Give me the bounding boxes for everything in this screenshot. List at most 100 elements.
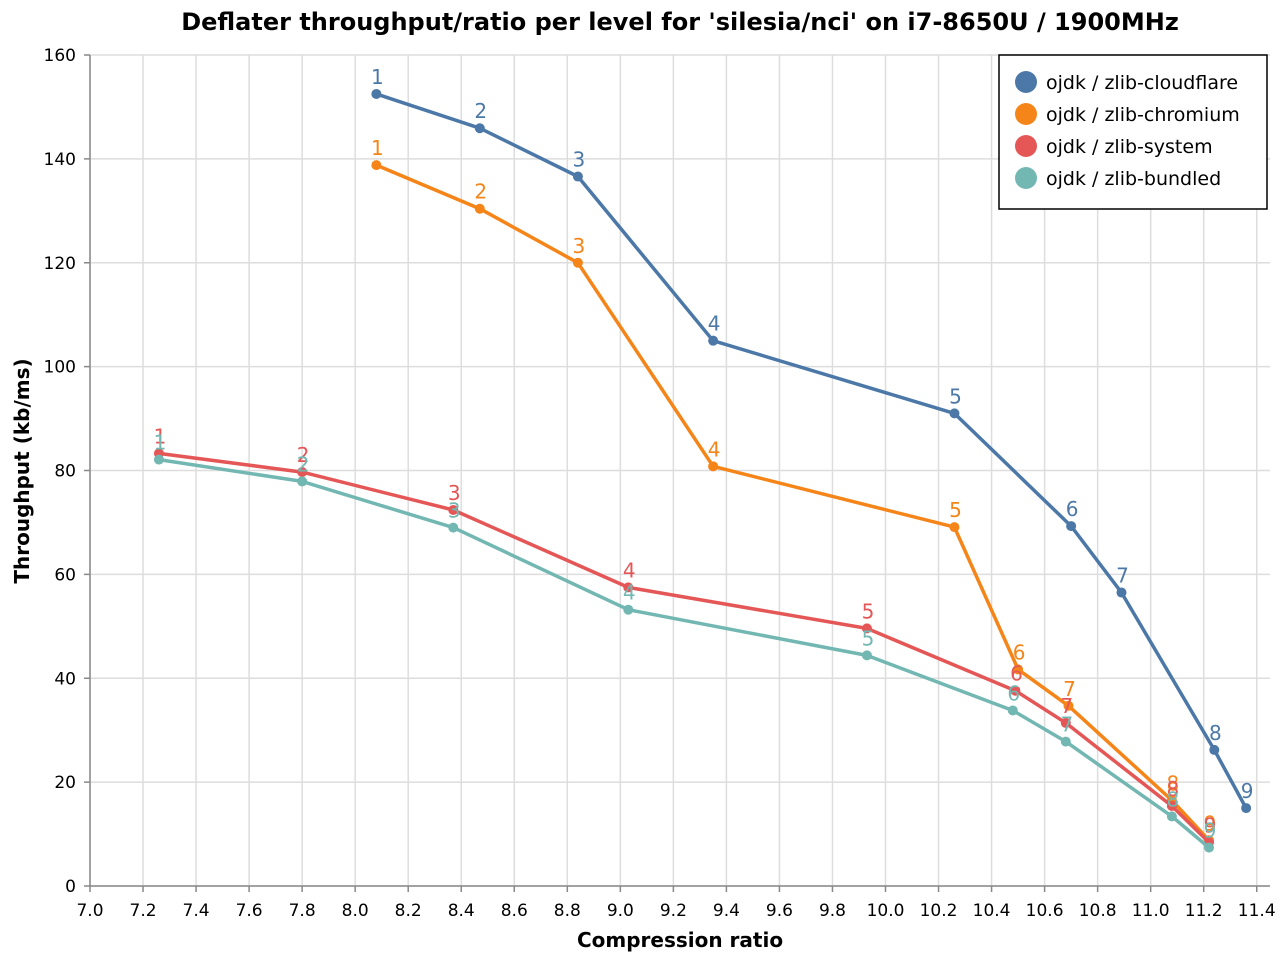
point-label: 8 <box>1167 787 1180 811</box>
point-label: 6 <box>1066 497 1079 521</box>
y-tick-label: 140 <box>44 150 76 170</box>
x-tick-label: 9.4 <box>713 901 740 921</box>
x-tick-label: 8.0 <box>342 901 369 921</box>
y-tick-label: 0 <box>65 877 76 897</box>
x-tick-label: 9.2 <box>660 901 687 921</box>
y-axis-title: Throughput (kb/ms) <box>10 358 34 583</box>
data-point <box>1060 717 1071 728</box>
point-label: 7 <box>1060 694 1073 718</box>
legend-swatch <box>1015 71 1037 93</box>
point-label: 4 <box>623 558 636 582</box>
x-tick-label: 10.2 <box>920 901 958 921</box>
point-label: 9 <box>1204 811 1217 835</box>
y-tick-label: 60 <box>54 565 76 585</box>
data-point <box>1116 587 1127 598</box>
x-tick-label: 7.0 <box>76 901 103 921</box>
point-label: 3 <box>448 481 461 505</box>
y-tick-label: 120 <box>44 254 76 274</box>
data-point <box>1010 685 1021 696</box>
data-point <box>371 88 382 99</box>
point-label: 7 <box>1060 713 1073 737</box>
data-point <box>623 582 634 593</box>
data-point <box>1204 842 1215 853</box>
data-point <box>861 650 872 661</box>
data-point <box>448 504 459 515</box>
point-label: 1 <box>371 65 384 89</box>
x-tick-label: 8.4 <box>448 901 475 921</box>
point-label: 9 <box>1204 819 1217 843</box>
x-tick-label: 10.6 <box>1026 901 1064 921</box>
legend-item-label: ojdk / zlib-bundled <box>1046 168 1221 190</box>
data-point <box>1007 705 1018 716</box>
chart-title: Deflater throughput/ratio per level for … <box>181 8 1179 36</box>
data-point <box>861 623 872 634</box>
point-label: 5 <box>862 599 875 623</box>
data-point <box>474 123 485 134</box>
x-tick-label: 11.0 <box>1132 901 1170 921</box>
x-tick-label: 8.6 <box>501 901 528 921</box>
x-tick-label: 7.2 <box>130 901 157 921</box>
x-tick-label: 8.8 <box>554 901 581 921</box>
point-label: 8 <box>1167 777 1180 801</box>
point-label: 2 <box>474 99 487 123</box>
data-point <box>572 257 583 268</box>
data-point <box>1209 744 1220 755</box>
point-label: 4 <box>708 437 721 461</box>
data-point <box>1060 736 1071 747</box>
data-point <box>1013 664 1024 675</box>
point-label: 7 <box>1063 677 1076 701</box>
data-point <box>297 467 308 478</box>
legend: ojdk / zlib-cloudflare ojdk / zlib-chromi… <box>998 54 1268 210</box>
point-label: 8 <box>1209 721 1222 745</box>
point-label: 1 <box>154 424 167 448</box>
y-tick-label: 160 <box>44 46 76 66</box>
data-point <box>474 203 485 214</box>
point-label: 5 <box>862 626 875 650</box>
x-tick-label: 11.4 <box>1238 901 1276 921</box>
point-label: 9 <box>1241 779 1254 803</box>
axes: 7.0 7.2 7.4 7.6 7.8 8.0 8.2 8.4 8.6 8.8 9.0 9.2 9.4 9… <box>44 46 1276 921</box>
data-point <box>1066 521 1077 532</box>
legend-item-label: ojdk / zlib-cloudflare <box>1046 72 1238 94</box>
x-tick-label: 9.6 <box>766 901 793 921</box>
data-point <box>708 461 719 472</box>
series-3 <box>153 454 1215 853</box>
legend-swatch <box>1015 103 1037 125</box>
data-point <box>1241 803 1252 814</box>
data-point <box>949 408 960 419</box>
point-label: 3 <box>573 234 586 258</box>
x-tick-label: 9.0 <box>607 901 634 921</box>
y-tick-label: 80 <box>54 462 76 482</box>
x-tick-label: 7.8 <box>289 901 316 921</box>
series-line <box>157 451 1211 845</box>
y-tick-label: 40 <box>54 669 76 689</box>
x-tick-label: 10.8 <box>1079 901 1117 921</box>
legend-swatch <box>1015 135 1037 157</box>
x-tick-label: 7.6 <box>236 901 263 921</box>
point-label: 4 <box>708 312 721 336</box>
point-label: 2 <box>297 443 310 467</box>
data-point <box>1166 801 1177 812</box>
data-point <box>708 335 719 346</box>
point-label: 6 <box>1007 681 1020 705</box>
point-label: 5 <box>949 384 962 408</box>
series-layer <box>153 88 1252 853</box>
point-label: 1 <box>154 431 167 455</box>
point-label: 6 <box>1013 640 1026 664</box>
point-label: 2 <box>297 452 310 476</box>
data-point <box>949 522 960 533</box>
series-0 <box>371 88 1252 814</box>
legend-item-label: ojdk / zlib-chromium <box>1046 104 1240 126</box>
x-tick-label: 11.2 <box>1185 901 1223 921</box>
point-label: 8 <box>1167 771 1180 795</box>
y-tick-label: 100 <box>44 358 76 378</box>
data-point <box>371 160 382 171</box>
x-tick-label: 10.4 <box>973 901 1011 921</box>
series-line <box>157 457 1211 850</box>
x-tick-label: 8.2 <box>395 901 422 921</box>
x-tick-label: 7.4 <box>183 901 210 921</box>
point-label: 1 <box>371 136 384 160</box>
